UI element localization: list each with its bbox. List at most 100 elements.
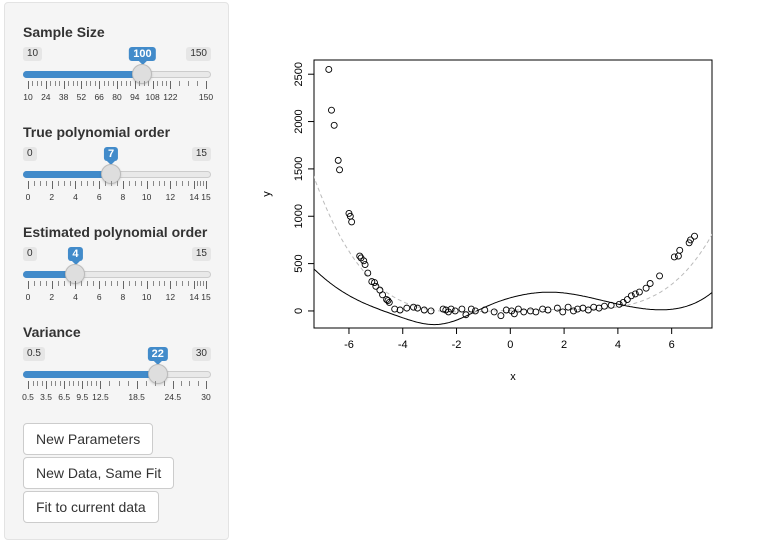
slider-tick-label: 8 [120,292,126,302]
slider-tick [170,81,172,89]
slider-tick [45,81,47,89]
slider-minor-tick [148,81,150,86]
x-tick-label: 0 [507,339,513,351]
variance-slider[interactable]: 0.5 30 22 0.5 3.5 6.5 9.5 12.5 18.5 24.5 30 [22,347,211,415]
slider-tick-label: 14 [189,292,199,302]
slider-minor-tick [179,81,181,86]
data-point [403,304,411,312]
slider-tick [146,181,148,189]
slider-tick-labels: 0 2 4 6 8 10 12 14 15 [23,292,211,304]
true-order-max: 15 [191,147,211,161]
slider-minor-tick [39,181,41,186]
slider-minor-tick [93,281,95,286]
data-point [396,306,404,314]
slider-minor-tick [86,381,88,386]
slider-tick-label: 18.5 [128,392,145,402]
slider-minor-tick [81,281,83,286]
data-point [414,304,421,312]
slider-tick [51,281,53,289]
slider-tick-label: 15 [201,192,211,202]
data-point [615,300,623,308]
data-point [674,252,682,260]
fit-to-current-data-button[interactable]: Fit to current data [23,491,159,523]
data-point [570,307,577,315]
slider-tick-label: 52 [76,92,87,102]
slider-minor-tick [197,81,199,86]
slider-minor-tick [63,181,65,186]
slider-tick [99,181,101,189]
data-point [553,304,561,312]
true-order-label: True polynomial order [23,124,171,140]
slider-minor-tick [188,181,190,186]
slider-minor-tick [127,381,129,386]
slider-minor-tick [200,281,202,286]
data-point [623,296,631,304]
slider-minor-tick [57,281,59,286]
y-axis-label: y [261,191,273,197]
slider-tick-label: 3.5 [40,392,53,402]
x-tick-label: 6 [669,339,675,351]
slider-minor-tick [125,81,127,86]
slider-tick [170,281,172,289]
slider-tick [99,81,101,89]
slider-minor-tick [105,181,107,186]
fitted-curve [314,175,712,313]
plot-frame [313,59,713,329]
variance-label: Variance [23,324,81,340]
slider-minor-tick [105,281,107,286]
new-data-same-fit-button[interactable]: New Data, Same Fit [23,457,175,489]
new-parameters-button[interactable]: New Parameters [23,423,154,455]
slider-minor-tick [81,181,83,186]
data-point [356,252,364,260]
slider-minor-tick [161,81,163,86]
est-order-slider[interactable]: 0 15 4 0 2 4 6 8 10 12 14 15 [23,247,211,315]
data-point [379,291,387,299]
slider-tick [122,181,124,189]
slider-minor-tick [163,381,165,386]
sample-size-slider[interactable]: 10 150 100 10 24 38 52 66 80 94 108 122 150 [23,47,213,115]
slider-handle[interactable] [132,64,153,84]
slider-tick [75,281,77,289]
slider-minor-tick [143,81,145,86]
slider-minor-tick [50,81,52,86]
data-point [410,303,417,311]
data-point [539,305,547,313]
plot-area: -6 -4 -2 0 2 4 6 0 500 1000 1500 2000 2500 x y [250,40,720,405]
data-point [687,236,694,244]
slider-tick-label: 122 [163,92,178,102]
slider-tick-label: 24 [41,92,51,102]
slider-minor-tick [68,81,70,86]
slider-minor-tick [203,281,205,286]
slider-minor-tick [91,381,93,386]
slider-tick-label: 12.5 [92,392,109,402]
true-order-slider[interactable]: 0 15 7 0 2 4 6 8 10 12 14 15 [23,147,211,215]
data-point [600,302,608,310]
slider-minor-tick [45,181,47,186]
data-point [372,282,380,290]
slider-minor-tick [93,181,95,186]
slider-fill [23,171,112,178]
slider-tick-label: 6 [96,192,102,202]
slider-tick-label: 94 [130,92,140,102]
slider-ticks [23,281,211,291]
slider-minor-tick [63,281,65,286]
data-point [385,298,393,306]
data-point [670,253,678,261]
data-point [590,303,598,311]
slider-minor-tick [121,81,123,86]
slider-tick [206,181,207,189]
slider-tick [82,381,84,389]
slider-tick-label: 9.5 [76,392,89,402]
slider-handle[interactable] [147,364,168,384]
slider-tick [51,181,53,189]
slider-tick-label: 8 [120,192,126,202]
data-point [384,297,392,304]
data-point [584,306,592,314]
slider-minor-tick [176,181,178,186]
slider-minor-tick [32,381,34,386]
slider-tick-label: 108 [145,92,160,102]
slider-tick [194,281,196,289]
slider-minor-tick [188,81,190,86]
slider-minor-tick [112,81,114,86]
data-point [328,106,335,114]
